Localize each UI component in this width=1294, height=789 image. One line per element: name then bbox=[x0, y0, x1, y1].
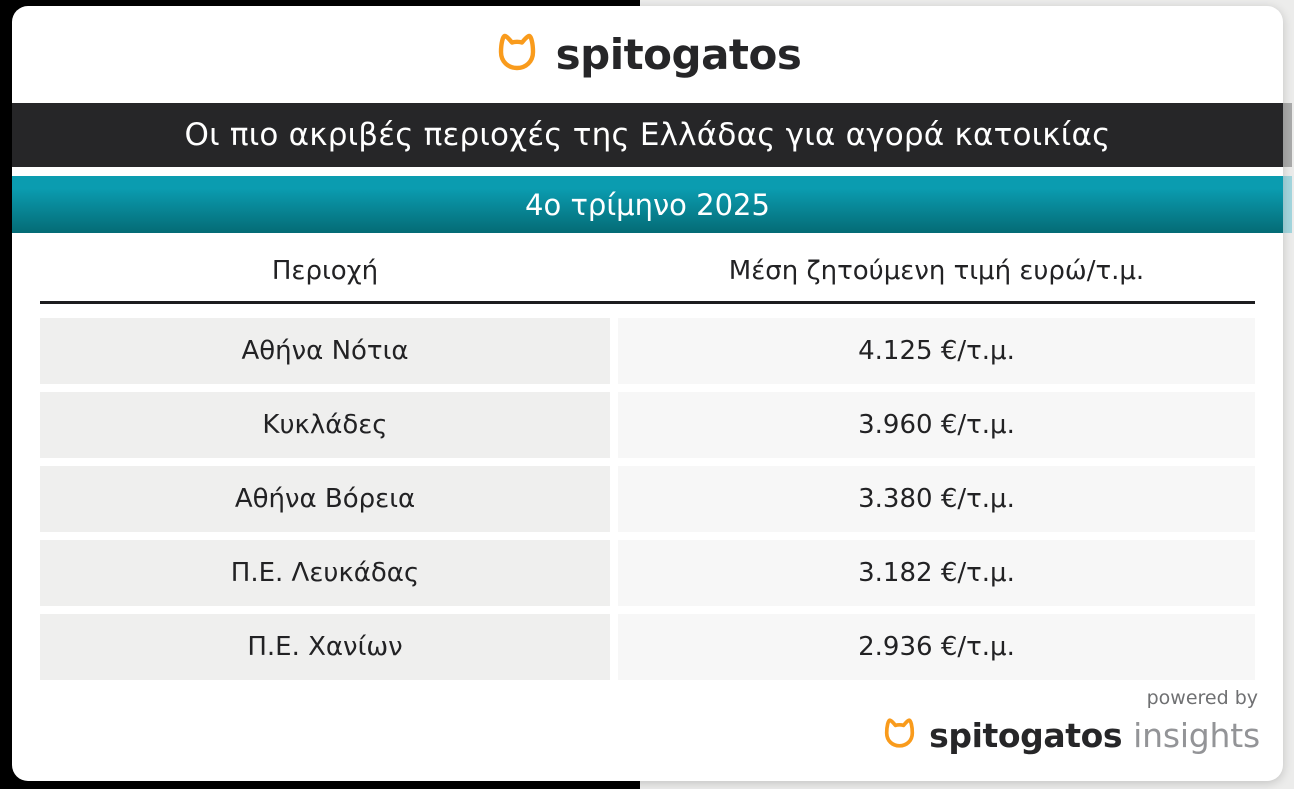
cell-spacer bbox=[610, 540, 618, 606]
table-row: Αθήνα Νότια 4.125 €/τ.μ. bbox=[40, 318, 1255, 384]
footer-logo: spitogatos insights bbox=[881, 716, 1260, 755]
column-header-region: Περιοχή bbox=[271, 256, 379, 286]
cell-spacer bbox=[610, 466, 618, 532]
cell-price: 3.380 €/τ.μ. bbox=[618, 466, 1255, 532]
cell-price: 3.182 €/τ.μ. bbox=[618, 540, 1255, 606]
period-subtitle: 4ο τρίμηνο 2025 bbox=[525, 187, 770, 222]
table-row: Κυκλάδες 3.960 €/τ.μ. bbox=[40, 392, 1255, 458]
footer: powered by spitogatos insights bbox=[881, 689, 1260, 755]
cell-price: 4.125 €/τ.μ. bbox=[618, 318, 1255, 384]
cell-spacer bbox=[610, 318, 618, 384]
column-header-price: Μέση ζητούμενη τιμή ευρώ/τ.μ. bbox=[728, 256, 1145, 286]
cell-price: 3.960 €/τ.μ. bbox=[618, 392, 1255, 458]
header-divider bbox=[40, 301, 1255, 304]
subtitle-bar: 4ο τρίμηνο 2025 bbox=[12, 176, 1283, 233]
cell-region: Π.Ε. Λευκάδας bbox=[40, 540, 610, 606]
cat-logo-icon bbox=[494, 32, 540, 77]
subtitle-bar-overflow-strip bbox=[1283, 176, 1292, 233]
brand-wordmark: spitogatos bbox=[555, 30, 802, 79]
cell-spacer bbox=[610, 392, 618, 458]
table-row: Π.Ε. Λευκάδας 3.182 €/τ.μ. bbox=[40, 540, 1255, 606]
cat-logo-icon bbox=[881, 717, 918, 754]
cell-region: Αθήνα Νότια bbox=[40, 318, 610, 384]
table-header-row: Περιοχή Μέση ζητούμενη τιμή ευρώ/τ.μ. bbox=[40, 247, 1255, 295]
page-title: Οι πιο ακριβές περιοχές της Ελλάδας για … bbox=[184, 117, 1111, 153]
table-body: Αθήνα Νότια 4.125 €/τ.μ. Κυκλάδες 3.960 … bbox=[40, 318, 1255, 680]
cell-region: Π.Ε. Χανίων bbox=[40, 614, 610, 680]
title-bar: Οι πιο ακριβές περιοχές της Ελλάδας για … bbox=[12, 103, 1283, 167]
cell-region: Κυκλάδες bbox=[40, 392, 610, 458]
table-row: Π.Ε. Χανίων 2.936 €/τ.μ. bbox=[40, 614, 1255, 680]
cell-region: Αθήνα Βόρεια bbox=[40, 466, 610, 532]
powered-by-label: powered by bbox=[1146, 687, 1258, 709]
cell-price: 2.936 €/τ.μ. bbox=[618, 614, 1255, 680]
cell-spacer bbox=[610, 614, 618, 680]
footer-product-name: insights bbox=[1133, 716, 1260, 755]
title-bar-overflow-strip bbox=[1283, 103, 1292, 167]
table-row: Αθήνα Βόρεια 3.380 €/τ.μ. bbox=[40, 466, 1255, 532]
brand-header: spitogatos bbox=[12, 6, 1283, 103]
footer-brand-name: spitogatos bbox=[929, 716, 1123, 755]
data-table: Περιοχή Μέση ζητούμενη τιμή ευρώ/τ.μ. Αθ… bbox=[40, 247, 1255, 688]
infographic-card: spitogatos Οι πιο ακριβές περιοχές της Ε… bbox=[12, 6, 1283, 781]
